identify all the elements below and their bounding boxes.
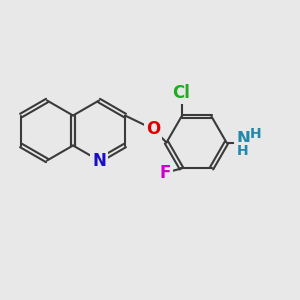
Text: N: N: [236, 130, 250, 148]
Text: H: H: [250, 127, 261, 141]
Text: O: O: [146, 120, 160, 138]
Text: N: N: [92, 152, 106, 169]
Text: Cl: Cl: [172, 83, 190, 101]
Text: H: H: [237, 144, 249, 158]
Text: F: F: [159, 164, 171, 182]
